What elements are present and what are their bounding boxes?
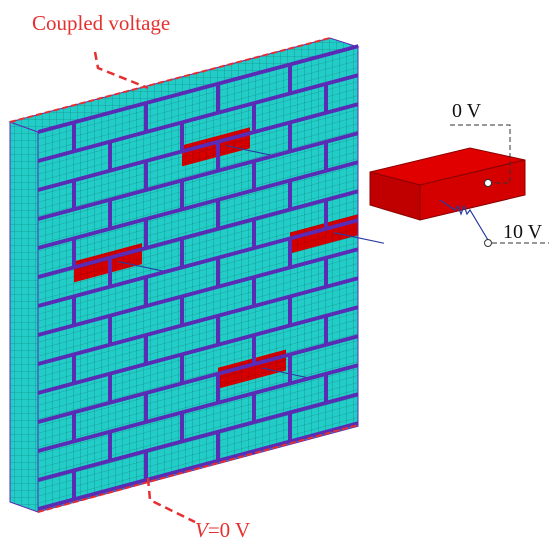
bottom-label: V=0 V <box>195 518 250 542</box>
terminal <box>485 240 492 247</box>
brick-bottom-label: 10 V <box>503 221 543 243</box>
leader-line <box>95 52 148 88</box>
diagram: Coupled voltage 0 V 10 V V=0 V <box>0 0 549 544</box>
top-label: Coupled voltage <box>32 11 170 35</box>
bottom-text: =0 V <box>208 518 250 542</box>
leader-line <box>148 478 195 522</box>
brick <box>370 148 525 220</box>
wall-side <box>10 122 38 512</box>
brick-top-label: 0 V <box>452 100 482 122</box>
terminal <box>485 180 492 187</box>
